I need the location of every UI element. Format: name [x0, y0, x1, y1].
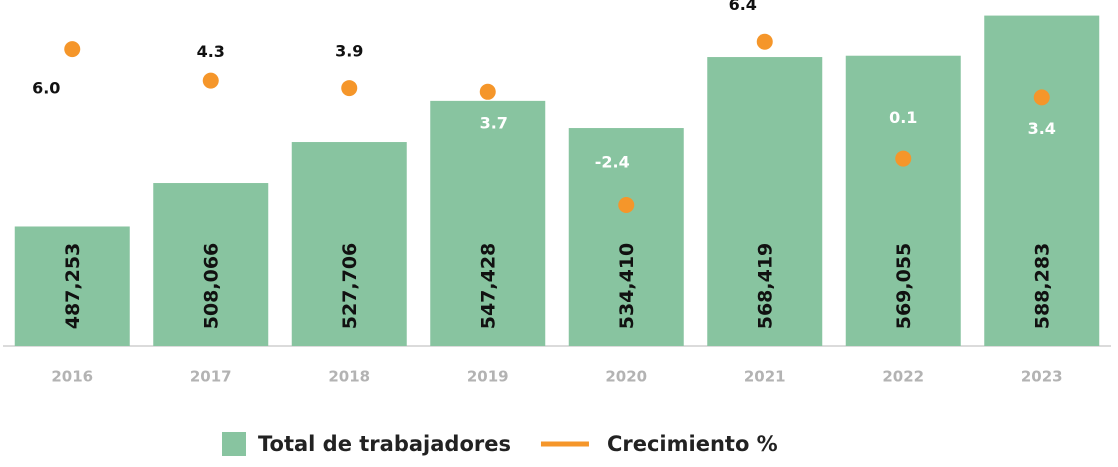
- bar: [430, 100, 546, 346]
- x-tick-label: 2016: [51, 368, 93, 386]
- line-marker: [1033, 89, 1050, 106]
- bar-value-label: 487,253: [62, 243, 84, 330]
- line-marker: [756, 33, 773, 50]
- line-marker: [618, 196, 635, 213]
- bar-value-label: 527,706: [339, 243, 361, 330]
- legend: Total de trabajadores Crecimiento %: [222, 432, 778, 456]
- line-marker: [202, 72, 219, 89]
- bar-value-label: 568,419: [754, 243, 776, 330]
- bar: [845, 55, 961, 346]
- x-tick-label: 2021: [744, 368, 786, 386]
- line-value-label: 3.7: [480, 113, 508, 132]
- line-value-label: 4.3: [197, 42, 225, 61]
- line-value-label: 6.4: [729, 0, 757, 14]
- line-marker: [64, 41, 81, 58]
- legend-swatch: [222, 432, 246, 456]
- line-marker: [479, 83, 496, 100]
- bar-value-label: 508,066: [200, 243, 222, 330]
- bar: [568, 128, 684, 346]
- x-tick-label: 2017: [190, 368, 232, 386]
- bar: [291, 142, 407, 346]
- line-value-label: 0.1: [889, 108, 917, 127]
- bar: [984, 15, 1100, 347]
- x-tick-label: 2022: [882, 368, 924, 386]
- x-tick-label: 2020: [605, 368, 647, 386]
- x-tick-label: 2018: [328, 368, 370, 386]
- bar: [707, 57, 823, 346]
- bar-value-label: 534,410: [616, 243, 638, 330]
- legend-label: Crecimiento %: [607, 432, 778, 456]
- bar-value-label: 588,283: [1031, 243, 1053, 330]
- bar: [14, 226, 130, 346]
- line-value-label: 3.9: [335, 42, 363, 61]
- bar: [153, 183, 269, 346]
- legend-label: Total de trabajadores: [258, 432, 511, 456]
- x-tick-label: 2019: [467, 368, 509, 386]
- bar-value-label: 547,428: [477, 243, 499, 330]
- line-value-label: -2.4: [595, 152, 630, 171]
- line-marker: [341, 80, 358, 97]
- line-marker: [895, 150, 912, 167]
- x-tick-label: 2023: [1021, 368, 1063, 386]
- bar-value-label: 569,055: [893, 243, 915, 330]
- line-value-label: 3.4: [1028, 119, 1056, 138]
- line-value-label: 6.0: [32, 79, 60, 98]
